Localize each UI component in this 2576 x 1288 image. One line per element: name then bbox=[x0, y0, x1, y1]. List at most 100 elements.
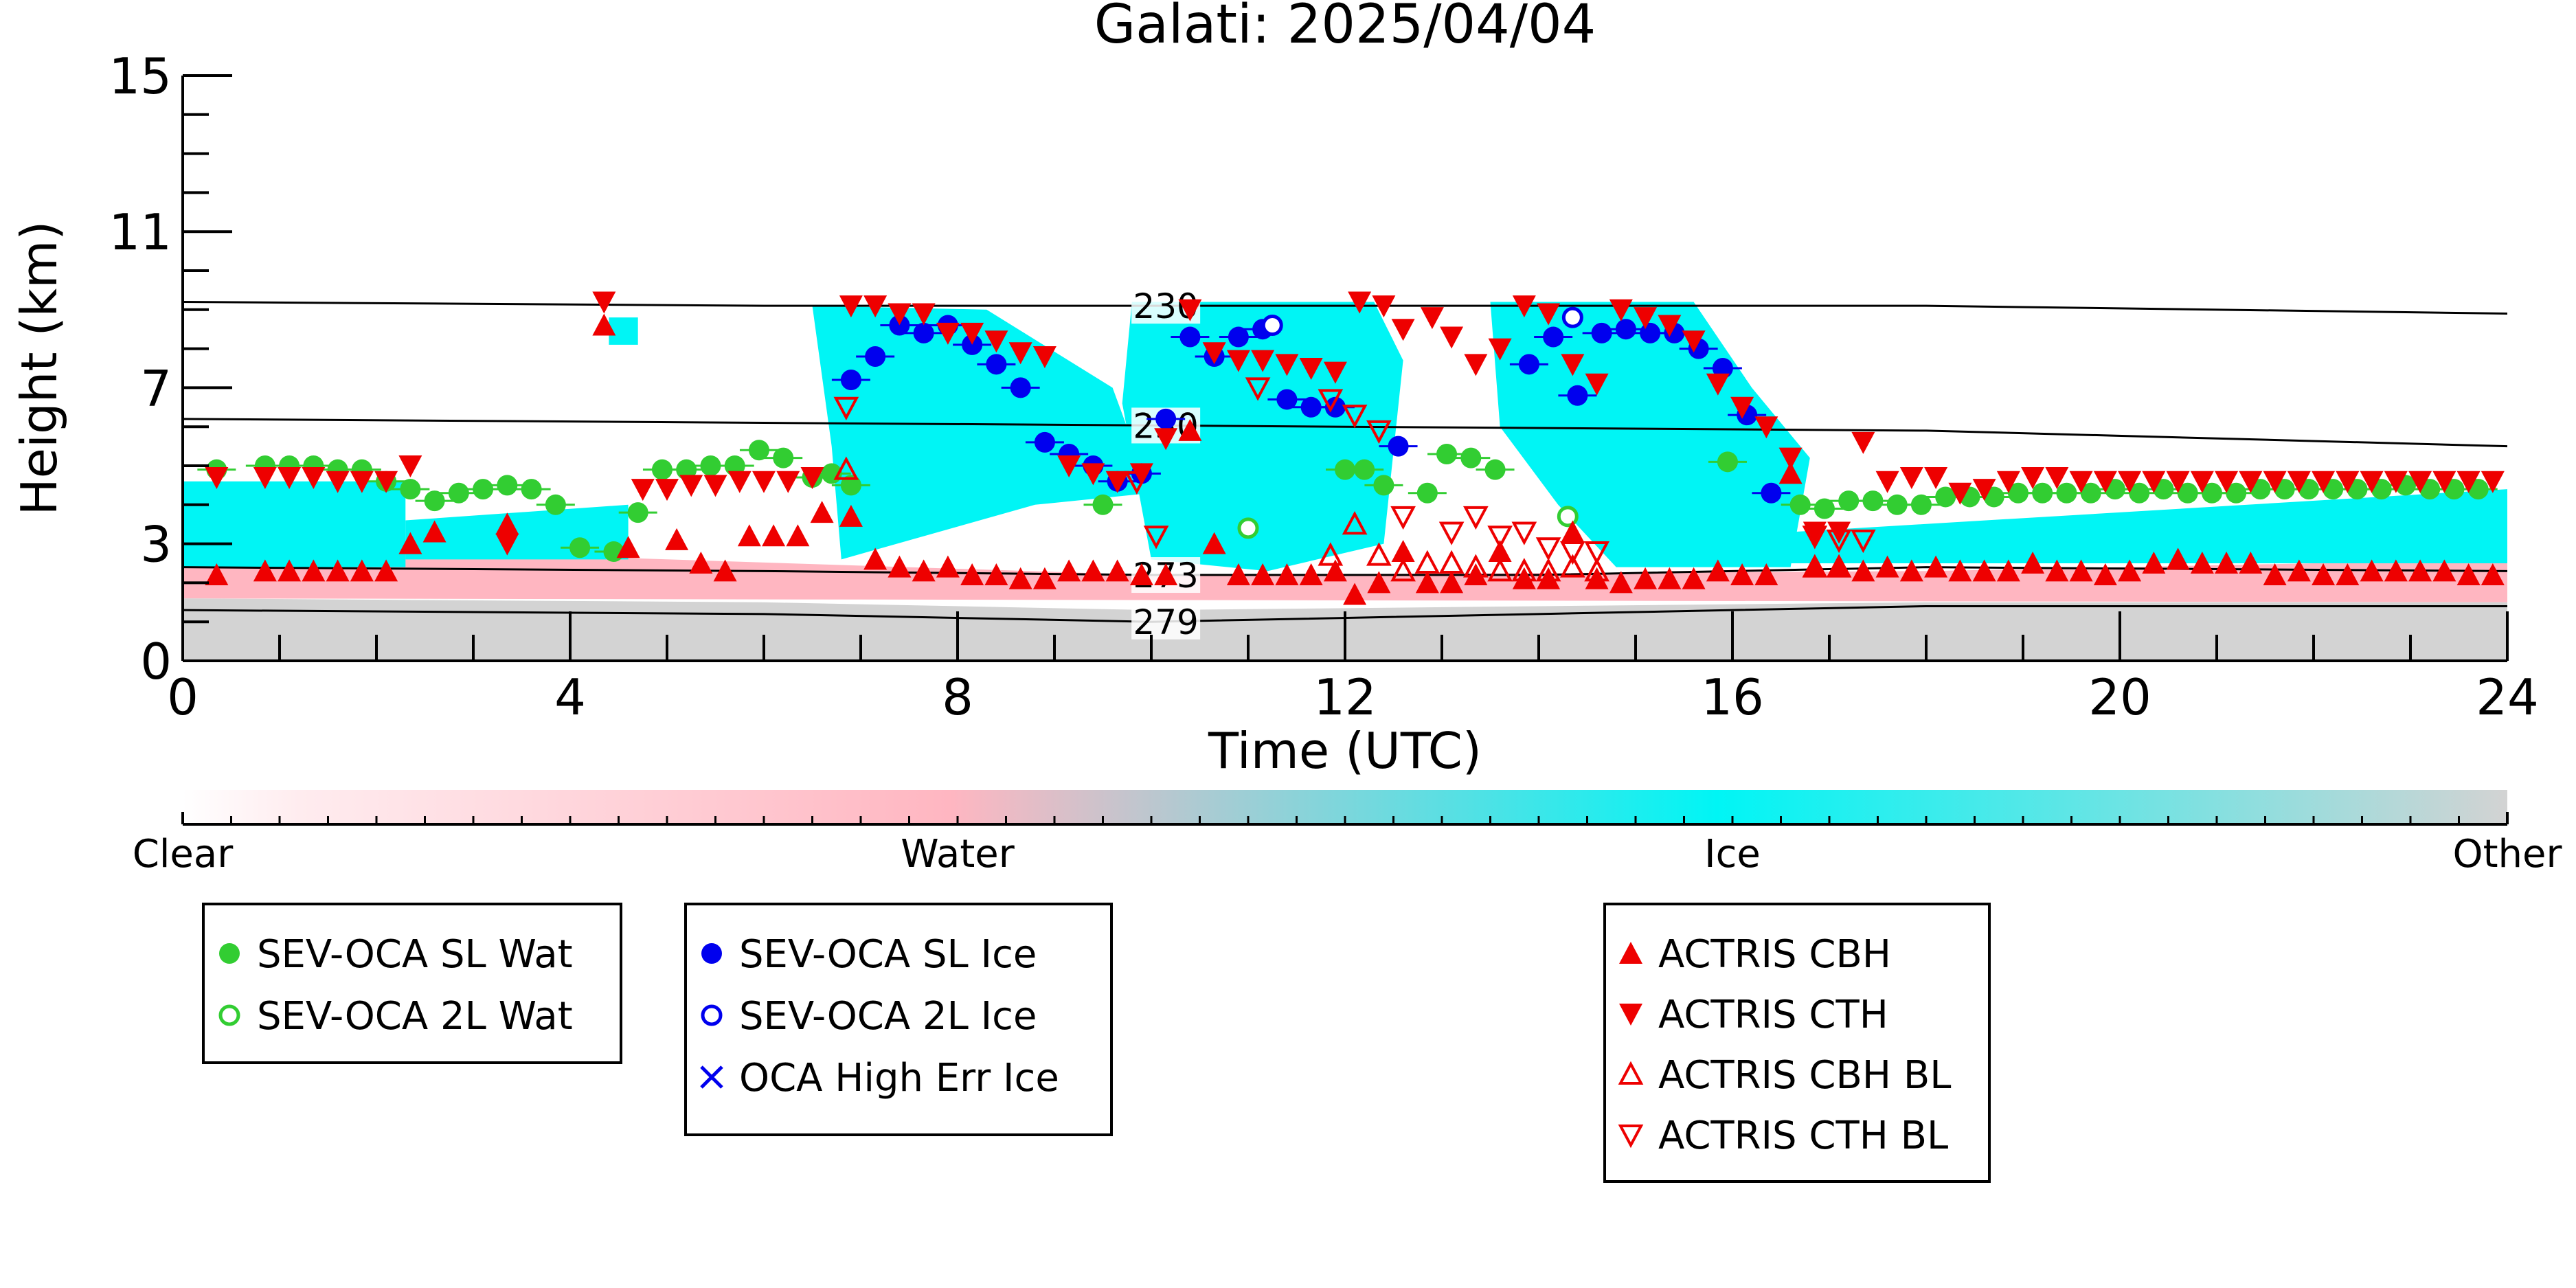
marker-sev-oca-sl-ice bbox=[1010, 377, 1031, 398]
marker-actris-cbh bbox=[2312, 563, 2336, 586]
legend-label: ACTRIS CTH bbox=[1658, 993, 1888, 1037]
marker-actris-cbh bbox=[302, 559, 326, 582]
marker-actris-cth bbox=[1996, 471, 2020, 493]
marker-actris-cth bbox=[1420, 307, 1444, 330]
marker-actris-cbh bbox=[1996, 559, 2020, 582]
marker-actris-cbh bbox=[1105, 559, 1129, 582]
marker-actris-cbh-bl bbox=[1414, 550, 1440, 574]
marker-actris-cbh bbox=[2384, 559, 2408, 582]
y-tick-label: 7 bbox=[140, 359, 172, 417]
isotherm-line bbox=[183, 418, 2507, 448]
marker-actris-cth bbox=[631, 479, 655, 501]
marker-actris-cth-bl bbox=[1463, 506, 1489, 530]
marker-actris-cth bbox=[1924, 467, 1948, 490]
marker-sev-oca-sl-ice bbox=[1324, 396, 1346, 418]
marker-actris-cbh bbox=[1585, 567, 1609, 589]
isotherm-label-bg bbox=[1131, 603, 1201, 640]
marker-actris-cth bbox=[374, 471, 398, 493]
marker-actris-cth bbox=[1899, 467, 1923, 490]
marker-actris-cth bbox=[800, 467, 824, 490]
marker-actris-cbh-bl bbox=[1511, 558, 1537, 582]
marker-actris-cth bbox=[2021, 467, 2045, 490]
marker-actris-cth bbox=[1754, 416, 1778, 439]
marker-actris-cth bbox=[655, 479, 679, 501]
marker-actris-cbh bbox=[616, 536, 640, 558]
marker-actris-cbh bbox=[888, 555, 912, 578]
marker-actris-cth bbox=[679, 475, 703, 497]
marker-actris-cbh bbox=[495, 512, 519, 535]
marker-actris-cth bbox=[2093, 471, 2117, 493]
marker-actris-cth bbox=[2360, 471, 2384, 493]
marker-actris-cbh bbox=[1008, 567, 1032, 589]
marker-sev-oca-sl-ice bbox=[1034, 431, 1055, 453]
legend-marker bbox=[1618, 1125, 1644, 1149]
marker-actris-cbh-bl bbox=[1487, 558, 1513, 582]
marker-actris-cbh bbox=[2118, 559, 2142, 582]
marker-actris-cth bbox=[984, 330, 1008, 353]
marker-actris-cbh bbox=[1081, 559, 1105, 582]
marker-sev-oca-sl-wat bbox=[651, 459, 673, 480]
marker-sev-oca-sl-wat bbox=[1935, 486, 1956, 508]
y-tick-label: 0 bbox=[140, 633, 172, 690]
marker-actris-cth bbox=[2336, 471, 2360, 493]
marker-actris-cth bbox=[2069, 471, 2093, 493]
marker-actris-cth bbox=[1299, 358, 1323, 380]
marker-actris-cth bbox=[2118, 471, 2142, 493]
marker-actris-cth bbox=[205, 467, 229, 490]
marker-actris-cbh bbox=[1032, 567, 1057, 589]
marker-actris-cbh bbox=[1851, 559, 1875, 582]
marker-actris-cth-bl bbox=[1438, 521, 1465, 545]
marker-actris-cth-bl bbox=[1584, 541, 1609, 565]
x-tick-label: 8 bbox=[942, 668, 973, 726]
marker-actris-cth bbox=[2215, 471, 2239, 493]
marker-sev-oca-sl-wat bbox=[676, 459, 697, 480]
legend-label: SEV-OCA SL Wat bbox=[257, 932, 573, 977]
cloud-region-ice bbox=[183, 481, 406, 567]
marker-sev-oca-sl-wat bbox=[2177, 482, 2198, 504]
marker-actris-cbh bbox=[1634, 567, 1658, 589]
marker-actris-cth-bl bbox=[1560, 541, 1585, 565]
marker-sev-oca-sl-wat bbox=[748, 440, 769, 461]
marker-actris-cth bbox=[863, 295, 888, 318]
marker-actris-cth bbox=[1875, 471, 1899, 493]
marker-actris-cbh bbox=[1299, 563, 1323, 586]
marker-actris-cbh bbox=[1948, 559, 1972, 582]
marker-actris-cbh-bl bbox=[1826, 554, 1852, 578]
y-ticks: 0 3 7 11 15 bbox=[109, 47, 232, 690]
marker-actris-cbh bbox=[1343, 583, 1367, 605]
marker-actris-cbh bbox=[326, 559, 350, 582]
marker-actris-cbh bbox=[374, 559, 398, 582]
y-axis-label: Height (km) bbox=[10, 221, 68, 516]
colorbar-label: Water bbox=[901, 832, 1015, 877]
marker-actris-cth bbox=[2045, 467, 2069, 490]
marker-actris-cbh bbox=[2263, 563, 2287, 586]
marker-sev-oca-sl-wat bbox=[700, 455, 721, 476]
marker-actris-cbh bbox=[1609, 571, 1633, 594]
marker-actris-cbh bbox=[936, 555, 960, 578]
marker-actris-cth bbox=[2142, 471, 2166, 493]
marker-actris-cth bbox=[1275, 354, 1299, 376]
x-axis-label: Time (UTC) bbox=[1208, 722, 1482, 780]
marker-actris-cth bbox=[960, 322, 984, 345]
marker-sev-oca-sl-wat bbox=[1373, 475, 1394, 496]
marker-sev-oca-sl-ice bbox=[1228, 326, 1249, 348]
marker-actris-cbh bbox=[278, 559, 302, 582]
marker-actris-cbh bbox=[1323, 559, 1347, 582]
marker-actris-cth bbox=[302, 467, 326, 490]
marker-sev-oca-sl-wat bbox=[1789, 494, 1811, 515]
marker-sev-oca-sl-ice bbox=[1591, 322, 1612, 343]
marker-actris-cth-bl bbox=[1245, 377, 1271, 401]
marker-actris-cth bbox=[1730, 396, 1754, 419]
marker-actris-cth bbox=[1202, 342, 1226, 365]
marker-actris-cth bbox=[1634, 307, 1658, 330]
marker-actris-cth bbox=[703, 475, 727, 497]
x-tick-label: 12 bbox=[1313, 668, 1377, 726]
marker-actris-cth bbox=[1464, 354, 1488, 376]
marker-actris-cth bbox=[278, 467, 302, 490]
marker-sev-oca-sl-ice bbox=[913, 322, 934, 343]
marker-actris-cth bbox=[1391, 319, 1415, 341]
marker-actris-cth-bl bbox=[1124, 471, 1150, 495]
marker-actris-cth bbox=[2239, 471, 2263, 493]
legend-label: SEV-OCA SL Ice bbox=[739, 932, 1037, 977]
marker-actris-cbh bbox=[2287, 559, 2311, 582]
